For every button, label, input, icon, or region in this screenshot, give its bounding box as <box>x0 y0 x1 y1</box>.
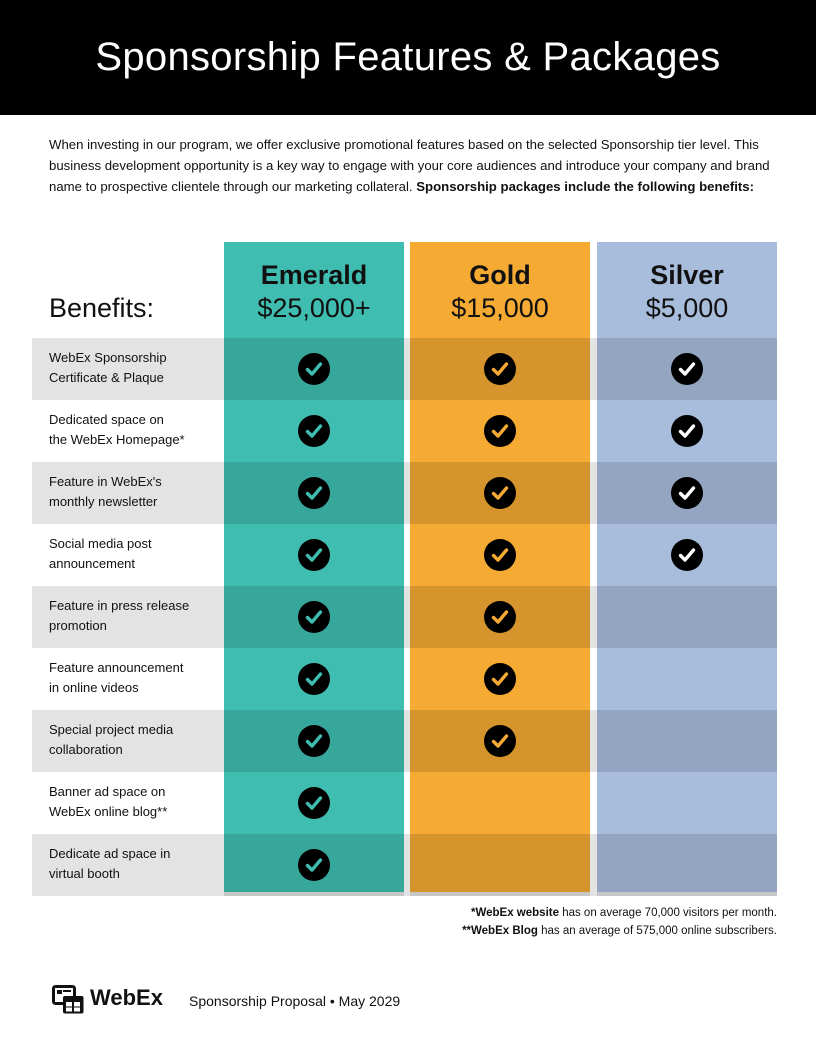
benefit-label-line: the WebEx Homepage* <box>49 432 185 447</box>
benefit-label-line: WebEx online blog** <box>49 804 168 819</box>
checkmark-icon <box>671 415 703 447</box>
benefit-cell <box>224 462 404 524</box>
benefits-label: Benefits: <box>49 293 155 323</box>
benefit-cell <box>224 834 404 896</box>
benefit-label-line: virtual booth <box>49 866 120 881</box>
benefit-cell <box>410 710 590 772</box>
checkmark-icon <box>484 539 516 571</box>
benefit-label-line: monthly newsletter <box>49 494 158 509</box>
benefit-label: Dedicate ad space in virtual booth <box>49 844 219 884</box>
benefit-cell <box>410 834 590 896</box>
checkmark-icon <box>671 477 703 509</box>
benefit-cell <box>224 338 404 400</box>
tier-name: Emerald <box>260 260 368 290</box>
benefit-cell <box>410 462 590 524</box>
footnotes: *WebEx website has on average 70,000 vis… <box>462 904 777 940</box>
page-title: Sponsorship Features & Packages <box>95 35 721 79</box>
checkmark-icon <box>484 601 516 633</box>
tier-price: $5,000 <box>645 293 729 323</box>
benefit-cell <box>597 834 777 896</box>
footer-brand: WebEx <box>90 985 163 1010</box>
benefit-cell <box>410 772 590 834</box>
tier-price: $25,000+ <box>257 293 371 323</box>
tier-header: Emerald $25,000+ <box>224 242 404 338</box>
benefit-label-line: Feature in press release <box>49 598 190 613</box>
benefit-cell <box>597 772 777 834</box>
checkmark-icon <box>671 353 703 385</box>
intro-bold-text: Sponsorship packages include the followi… <box>416 179 755 194</box>
benefit-cell <box>597 338 777 400</box>
checkmark-icon <box>298 539 330 571</box>
tier-name: Silver <box>650 260 724 290</box>
tier-header: Silver $5,000 <box>597 242 777 338</box>
intro-text: When investing in our program, we offer … <box>49 137 770 194</box>
benefit-label-line: Social media post <box>49 536 152 551</box>
benefit-label: Feature in press release promotion <box>49 596 219 636</box>
checkmark-icon <box>671 539 703 571</box>
footnote-blog: **WebEx Blog has an average of 575,000 o… <box>462 925 777 937</box>
benefit-cell <box>224 400 404 462</box>
benefit-cell <box>597 586 777 648</box>
benefit-cell <box>410 586 590 648</box>
checkmark-icon <box>298 353 330 385</box>
benefit-label-line: announcement <box>49 556 136 571</box>
benefit-cell <box>224 772 404 834</box>
benefit-label-line: promotion <box>49 618 107 633</box>
benefit-cell <box>224 710 404 772</box>
checkmark-icon <box>484 415 516 447</box>
benefit-label: Social media post announcement <box>49 534 219 574</box>
benefit-label-line: Dedicate ad space in <box>49 846 171 861</box>
benefit-label-line: collaboration <box>49 742 123 757</box>
checkmark-icon <box>484 477 516 509</box>
webex-logo-icon <box>52 985 84 1014</box>
checkmark-icon <box>484 663 516 695</box>
benefit-label-line: WebEx Sponsorship <box>49 350 167 365</box>
benefit-label: Banner ad space on WebEx online blog** <box>49 782 219 822</box>
checkmark-icon <box>298 601 330 633</box>
benefit-label-line: Banner ad space on <box>49 784 166 799</box>
benefit-cell <box>410 648 590 710</box>
tier-column-0: Emerald $25,000+ <box>224 242 404 896</box>
benefit-label-line: Feature announcement <box>49 660 184 675</box>
footnote-website: *WebEx website has on average 70,000 vis… <box>471 907 777 919</box>
tier-name: Gold <box>469 260 531 290</box>
checkmark-icon <box>298 849 330 881</box>
benefit-label: Feature in WebEx's monthly newsletter <box>49 472 219 512</box>
benefit-label-line: Certificate & Plaque <box>49 370 164 385</box>
checkmark-icon <box>298 663 330 695</box>
benefit-cell <box>410 338 590 400</box>
checkmark-icon <box>298 477 330 509</box>
footer-text: Sponsorship Proposal • May 2029 <box>189 993 401 1009</box>
benefit-label: WebEx Sponsorship Certificate & Plaque <box>49 348 219 388</box>
benefit-cell <box>597 462 777 524</box>
benefit-label: Special project media collaboration <box>49 720 219 760</box>
benefit-cell <box>597 524 777 586</box>
tier-header: Gold $15,000 <box>410 242 590 338</box>
page-header: Sponsorship Features & Packages <box>0 0 816 115</box>
tier-column-2: Silver $5,000 <box>597 242 777 896</box>
checkmark-icon <box>298 725 330 757</box>
benefit-label-line: in online videos <box>49 680 139 695</box>
benefit-label-line: Special project media <box>49 722 174 737</box>
intro-paragraph: When investing in our program, we offer … <box>49 134 779 197</box>
checkmark-icon <box>484 353 516 385</box>
benefit-label: Feature announcement in online videos <box>49 658 219 698</box>
checkmark-icon <box>484 725 516 757</box>
benefit-label-line: Dedicated space on <box>49 412 164 427</box>
checkmark-icon <box>298 787 330 819</box>
benefit-cell <box>597 400 777 462</box>
benefit-cell <box>224 586 404 648</box>
benefit-cell <box>597 648 777 710</box>
benefit-label-line: Feature in WebEx's <box>49 474 162 489</box>
benefit-label: Dedicated space on the WebEx Homepage* <box>49 410 219 450</box>
tier-price: $15,000 <box>451 293 549 323</box>
benefit-cell <box>224 524 404 586</box>
benefit-cell <box>597 710 777 772</box>
tier-column-1: Gold $15,000 <box>410 242 590 896</box>
benefit-cell <box>410 524 590 586</box>
benefit-cell <box>410 400 590 462</box>
checkmark-icon <box>298 415 330 447</box>
benefit-cell <box>224 648 404 710</box>
